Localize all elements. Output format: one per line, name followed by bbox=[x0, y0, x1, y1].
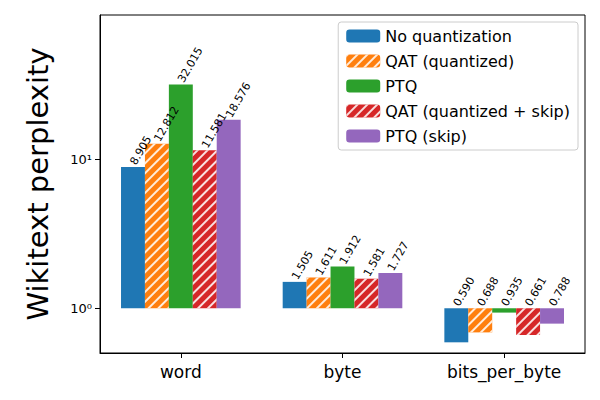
svg-text:QAT (quantized): QAT (quantized) bbox=[385, 52, 514, 71]
svg-text:1.727: 1.727 bbox=[385, 239, 412, 273]
svg-text:18.576: 18.576 bbox=[223, 80, 253, 120]
svg-text:word: word bbox=[160, 362, 202, 382]
svg-text:1.505: 1.505 bbox=[289, 248, 316, 282]
svg-text:11.581: 11.581 bbox=[199, 111, 229, 151]
svg-text:Wikitext perplexity: Wikitext perplexity bbox=[21, 47, 55, 320]
svg-text:PTQ (skip): PTQ (skip) bbox=[385, 127, 467, 146]
svg-text:0.661: 0.661 bbox=[522, 275, 549, 309]
svg-text:No quantization: No quantization bbox=[385, 27, 512, 46]
svg-text:10¹: 10¹ bbox=[70, 152, 92, 167]
svg-text:32.015: 32.015 bbox=[175, 45, 205, 85]
svg-text:12.812: 12.812 bbox=[151, 104, 181, 144]
svg-text:PTQ: PTQ bbox=[385, 77, 417, 96]
svg-text:1.912: 1.912 bbox=[337, 233, 364, 267]
svg-text:QAT (quantized + skip): QAT (quantized + skip) bbox=[385, 102, 570, 121]
svg-text:bits_per_byte: bits_per_byte bbox=[447, 362, 561, 383]
svg-text:1.611: 1.611 bbox=[313, 244, 340, 278]
svg-text:0.935: 0.935 bbox=[499, 275, 526, 309]
svg-text:1.581: 1.581 bbox=[361, 245, 388, 279]
svg-text:0.590: 0.590 bbox=[451, 275, 478, 309]
svg-text:8.905: 8.905 bbox=[127, 134, 154, 168]
svg-text:0.788: 0.788 bbox=[546, 275, 573, 309]
svg-text:0.688: 0.688 bbox=[475, 275, 502, 309]
svg-text:byte: byte bbox=[324, 362, 362, 382]
svg-text:10⁰: 10⁰ bbox=[70, 301, 92, 316]
